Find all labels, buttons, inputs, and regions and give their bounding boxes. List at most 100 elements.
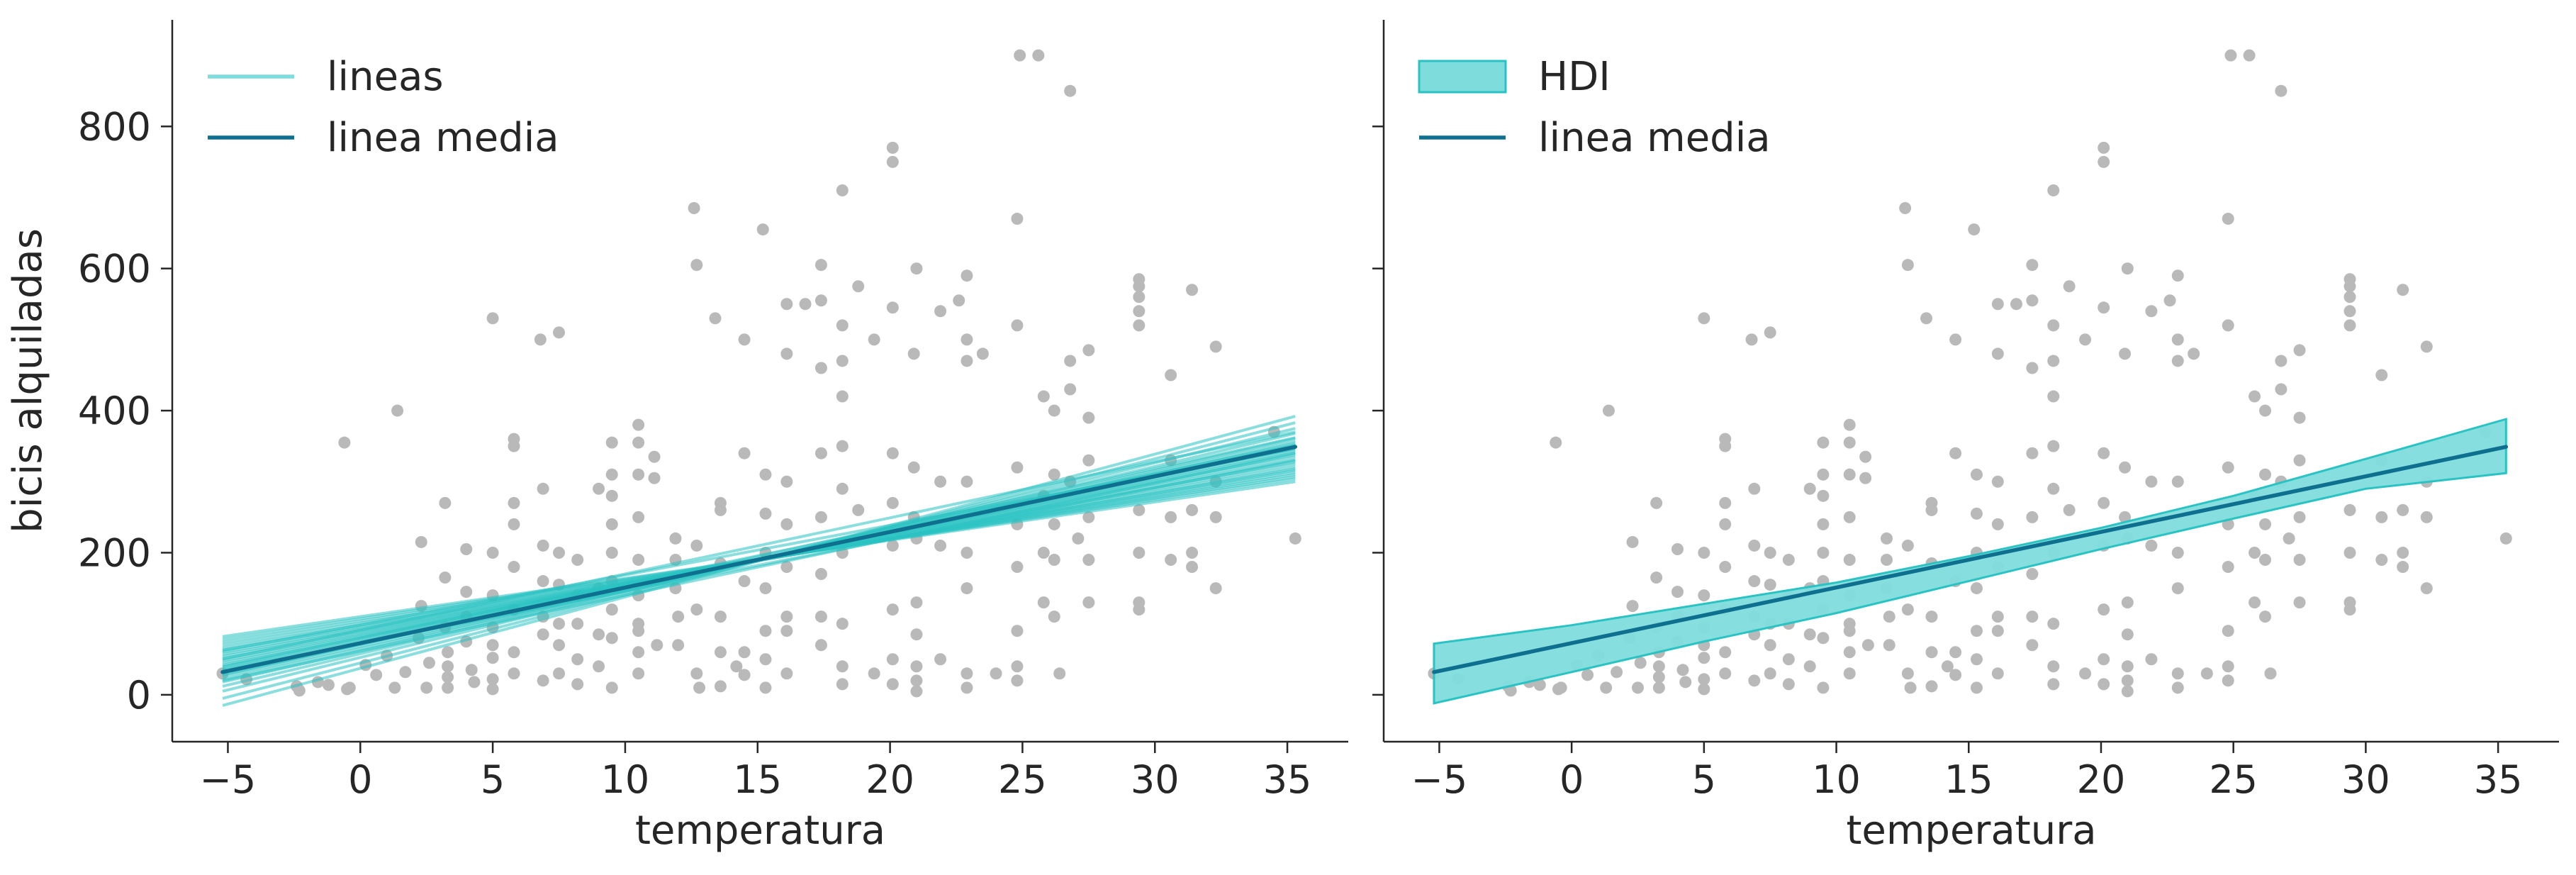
data-point xyxy=(2163,294,2176,307)
data-point xyxy=(2343,603,2356,616)
data-point xyxy=(2047,390,2060,403)
data-point xyxy=(2343,305,2356,318)
x-tick-label: 0 xyxy=(1559,757,1584,802)
data-point xyxy=(2293,411,2306,424)
data-point xyxy=(910,685,923,698)
data-point xyxy=(738,646,751,659)
data-point xyxy=(1133,305,1146,318)
data-point xyxy=(836,678,849,691)
data-point xyxy=(690,603,703,616)
data-point xyxy=(2264,667,2277,680)
data-point xyxy=(1970,625,1983,637)
x-tick-label: 15 xyxy=(733,757,782,802)
data-point xyxy=(759,507,772,520)
data-point xyxy=(1209,511,1222,523)
data-point xyxy=(1011,213,1024,225)
data-point xyxy=(690,539,703,552)
data-point xyxy=(420,681,433,694)
y-tick-label: 0 xyxy=(127,673,151,718)
data-point xyxy=(1698,589,1710,602)
data-point xyxy=(1209,582,1222,595)
x-tick-label: 35 xyxy=(2474,757,2523,802)
data-point xyxy=(2275,84,2287,97)
data-point xyxy=(714,503,727,516)
data-point xyxy=(534,333,547,346)
data-point xyxy=(2121,660,2134,673)
x-tick-label: 30 xyxy=(2341,757,2390,802)
data-point xyxy=(2026,362,2039,374)
data-point xyxy=(2293,344,2306,357)
data-point xyxy=(553,667,566,680)
data-point xyxy=(338,436,351,449)
data-point xyxy=(460,542,473,555)
data-point xyxy=(508,518,520,530)
data-point xyxy=(486,652,499,664)
data-point xyxy=(2047,355,2060,367)
data-point xyxy=(1949,646,1962,659)
data-point xyxy=(814,611,827,623)
data-point xyxy=(2047,618,2060,630)
data-point xyxy=(1014,49,1026,62)
data-point xyxy=(1048,518,1060,530)
data-point xyxy=(2098,496,2110,509)
data-point xyxy=(2343,503,2356,516)
data-point xyxy=(2222,461,2234,474)
data-point xyxy=(1843,553,1856,566)
data-point xyxy=(714,611,727,623)
data-point xyxy=(2222,561,2234,574)
data-point xyxy=(868,333,880,346)
data-point xyxy=(1970,468,1983,481)
data-point xyxy=(1859,450,1872,463)
data-point xyxy=(672,611,685,623)
data-point xyxy=(1745,333,1758,346)
data-point xyxy=(537,674,549,687)
data-point xyxy=(537,539,549,552)
data-point xyxy=(2171,582,2184,595)
data-point xyxy=(1925,680,1938,693)
data-point xyxy=(2063,280,2076,293)
data-point xyxy=(1925,503,1938,516)
data-point xyxy=(1949,333,1962,346)
data-point xyxy=(2119,511,2132,523)
data-point xyxy=(2397,503,2409,516)
data-point xyxy=(836,184,849,196)
data-point xyxy=(2119,461,2132,474)
data-point xyxy=(1843,418,1856,431)
data-point xyxy=(1671,586,1684,598)
data-point xyxy=(2397,284,2409,296)
data-point xyxy=(1719,518,1732,530)
data-point xyxy=(886,301,899,314)
data-point xyxy=(593,482,605,495)
data-point xyxy=(370,669,383,681)
data-point xyxy=(780,298,793,311)
data-point xyxy=(2145,305,2158,318)
data-point xyxy=(2063,503,2076,516)
data-point xyxy=(1650,572,1663,584)
data-point xyxy=(669,532,682,545)
data-point xyxy=(672,639,685,652)
data-point xyxy=(690,667,703,680)
mean-line xyxy=(1432,445,2509,674)
data-point xyxy=(961,667,973,680)
data-point xyxy=(593,628,605,641)
data-point xyxy=(632,436,645,449)
data-point xyxy=(1082,553,1095,566)
data-point xyxy=(1843,511,1856,523)
data-point xyxy=(1991,625,2004,637)
data-point xyxy=(2098,653,2110,666)
data-point xyxy=(439,496,452,509)
data-point xyxy=(2293,553,2306,566)
data-point xyxy=(2259,404,2271,417)
data-point xyxy=(1048,404,1060,417)
data-point xyxy=(537,575,549,588)
x-axis-label: temperatura xyxy=(1846,808,2096,854)
data-point xyxy=(2119,347,2132,360)
data-point xyxy=(605,468,618,481)
data-point xyxy=(2259,468,2271,481)
data-point xyxy=(886,141,899,154)
data-point xyxy=(868,667,880,680)
data-point xyxy=(709,312,722,325)
data-point xyxy=(1748,482,1761,495)
data-point xyxy=(759,625,772,637)
